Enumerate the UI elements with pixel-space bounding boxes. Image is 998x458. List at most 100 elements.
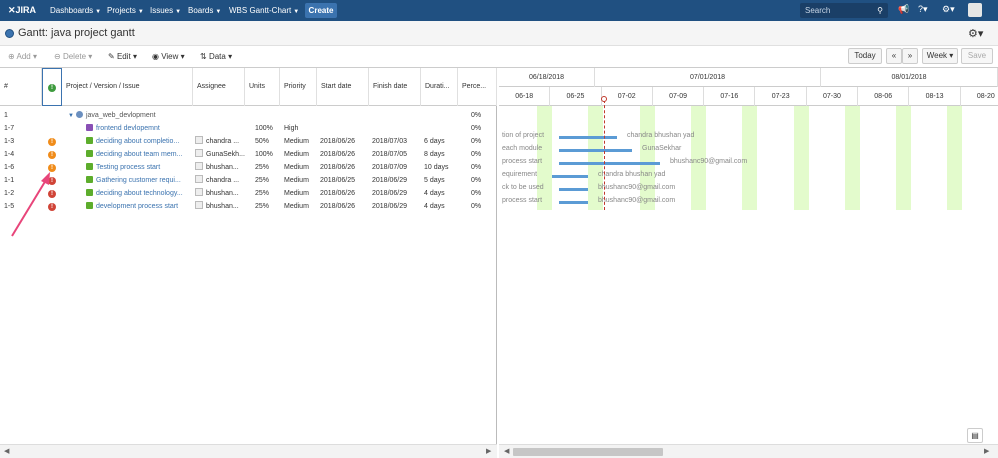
warning-icon: ! [48,190,56,198]
issue-name[interactable]: Gathering customer requi... [86,174,196,187]
gantt-month-header: 06/18/2018 07/01/2018 08/01/2018 [499,68,998,87]
assignee-label: bhushanc90@gmail.com [598,184,676,191]
nav-boards[interactable]: Boards ▼ [188,6,222,15]
col-duration[interactable]: Durati... [421,68,458,106]
col-percent[interactable]: Perce... [458,68,497,106]
gantt-icon [5,29,14,38]
help-icon[interactable]: ?▾ [918,4,928,14]
add-button[interactable]: ⊕ Add ▾ [8,52,37,61]
percent: 0% [471,177,482,184]
scroll-right-arrow-icon[interactable]: ▶ [486,448,492,455]
create-button[interactable]: Create [305,3,337,18]
priority [284,109,317,122]
row-warning: ! [42,187,62,200]
finish-date: 2018/06/29 [372,203,408,210]
top-navigation-bar: ✕JIRA Dashboards ▼ Projects ▼ Issues ▼ Boar… [0,0,998,21]
scroll-right-arrow-icon[interactable]: ▶ [984,448,990,455]
issue-name[interactable]: deciding about technology... [86,187,196,200]
scrollbar-thumb[interactable] [513,448,663,456]
next-button[interactable]: » [902,48,918,64]
percent: 0% [471,138,482,145]
save-button[interactable]: Save [961,48,993,64]
expand-toggle-icon[interactable]: ▼ [68,113,74,119]
toolbar: ⊕ Add ▾ ⊖ Delete ▾ ✎ Edit ▾ ◉ View ▾ ⇅ D… [0,46,998,68]
task-label: process start [502,158,543,165]
col-issue[interactable]: Project / Version / Issue [62,68,193,106]
prev-button[interactable]: « [886,48,902,64]
week-header: 08-13 [909,87,961,106]
avatar [195,162,203,170]
feedback-icon[interactable]: 📢 [898,4,910,14]
col-units[interactable]: Units [245,68,280,106]
col-number[interactable]: # [0,68,42,106]
percent: 0% [471,151,482,158]
warning-icon: ! [48,138,56,146]
nav-wbs-gantt-chart[interactable]: WBS Gantt-Chart ▼ [229,6,300,15]
task-bar[interactable] [559,136,617,139]
user-avatar[interactable] [968,3,982,17]
table-row[interactable]: 1-6! Testing process start bhushan... 25% Me… [0,161,497,174]
units: 100% [255,125,273,132]
nav-projects[interactable]: Projects ▼ [107,6,144,15]
settings-gear-icon[interactable]: ⚙▾ [942,4,955,14]
nav-issues[interactable]: Issues ▼ [150,6,182,15]
view-button[interactable]: ◉ View ▾ [152,52,185,61]
task-bar[interactable] [559,188,588,191]
table-row[interactable]: 1-1! Gathering customer requi... chandra .… [0,174,497,187]
issue-name[interactable]: ▼ java_web_devlopment [68,109,178,122]
col-priority[interactable]: Priority [280,68,317,106]
issue-label: deciding about technology... [96,190,183,197]
assignee-label: chandra ... [206,138,240,145]
priority: High [284,125,299,132]
task-bar[interactable] [552,175,588,178]
issue-name[interactable]: deciding about team mem... [86,148,196,161]
table-row[interactable]: 1-3! deciding about completio... chandra .… [0,135,497,148]
issue-name[interactable]: deciding about completio... [86,135,196,148]
units: 100% [255,151,273,158]
issue-name[interactable]: frontend devlopemnt [86,122,196,135]
table-row[interactable]: 1-5! development process start bhushan... 2… [0,200,497,213]
duration: 4 days [424,190,445,197]
col-warning[interactable]: ! [42,68,62,106]
col-assignee[interactable]: Assignee [193,68,245,106]
task-bar[interactable] [559,162,660,165]
warning-icon: ! [48,164,56,172]
start-date [320,122,369,135]
today-button[interactable]: Today [848,48,882,64]
nav-dashboards[interactable]: Dashboards ▼ [50,6,102,15]
export-button[interactable]: ▤ [967,428,983,443]
finish-date: 2018/06/29 [372,190,408,197]
today-line [604,100,605,210]
scroll-left-arrow-icon[interactable]: ◀ [4,448,10,455]
finish-date: 2018/07/03 [372,138,408,145]
jira-logo[interactable]: ✕JIRA [8,5,37,15]
edit-button[interactable]: ✎ Edit ▾ [108,52,137,61]
table-row[interactable]: 1 ▼ java_web_devlopment 0% [0,109,497,122]
grid-horizontal-scrollbar[interactable]: ◀ ▶ [0,444,497,458]
row-number: 1-6 [4,164,15,171]
assignee-label: bhushanc90@gmail.com [670,158,748,165]
table-row[interactable]: 1-4! deciding about team mem... GunaSekh..… [0,148,497,161]
search-input[interactable]: Search ⚲ [800,3,888,18]
col-finish-date[interactable]: Finish date [369,68,421,106]
delete-button[interactable]: ⊖ Delete ▾ [54,52,93,61]
table-row[interactable]: 1-7 frontend devlopemnt 100% High 0% [0,122,497,135]
issue-name[interactable]: Testing process start [86,161,196,174]
task-bar[interactable] [559,201,588,204]
task-bar[interactable] [559,149,632,152]
page-settings-gear-icon[interactable]: ⚙▾ [968,28,984,40]
table-row[interactable]: 1-2! deciding about technology... bhushan.… [0,187,497,200]
col-start-date[interactable]: Start date [317,68,369,106]
assignee-label: bhushan... [206,203,239,210]
week-header: 07-16 [704,87,756,106]
duration: 8 days [424,151,445,158]
row-warning: ! [42,174,62,187]
gantt-horizontal-scrollbar[interactable]: ◀ ▶ [499,444,998,458]
issue-name[interactable]: development process start [86,200,196,213]
week-header: 07-30 [807,87,859,106]
data-button[interactable]: ⇅ Data ▾ [200,52,233,61]
weekend-stripe [588,106,604,210]
assignee-label: bhushan... [206,190,239,197]
scale-select[interactable]: Week ▾ [922,48,958,64]
scroll-left-arrow-icon[interactable]: ◀ [504,448,510,455]
